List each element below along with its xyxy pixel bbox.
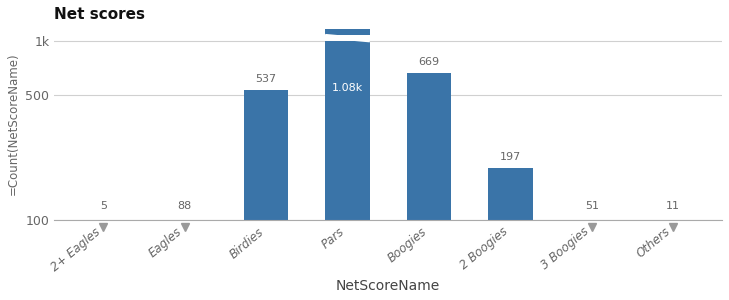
Text: 669: 669 (418, 57, 440, 67)
X-axis label: NetScoreName: NetScoreName (336, 279, 440, 293)
Text: 88: 88 (178, 201, 192, 212)
Text: 537: 537 (255, 74, 276, 84)
Text: Net scores: Net scores (55, 7, 145, 22)
Text: 5: 5 (100, 201, 106, 212)
Y-axis label: =Count(NetScoreName): =Count(NetScoreName) (7, 52, 20, 195)
Bar (243, 90, 289, 300)
Text: 11: 11 (666, 201, 680, 212)
Text: 197: 197 (499, 152, 521, 162)
Text: 51: 51 (585, 201, 599, 212)
Bar (325, 41, 370, 300)
Bar (325, 28, 370, 35)
Bar (407, 73, 451, 300)
Text: 1.08k: 1.08k (332, 83, 363, 93)
Bar (488, 168, 533, 300)
